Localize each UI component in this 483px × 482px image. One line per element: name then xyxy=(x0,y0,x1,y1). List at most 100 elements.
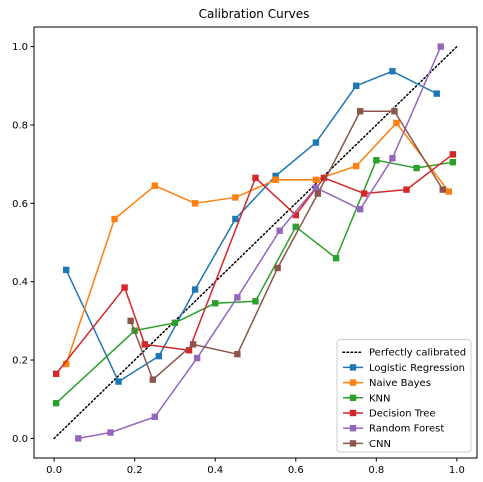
data-point-logistic-regression xyxy=(433,90,440,97)
legend-entry-random-forest: Random Forest xyxy=(343,424,444,435)
legend-entry-cnn: CNN xyxy=(343,439,391,450)
data-point-cnn xyxy=(149,376,157,383)
x-tick-label: 0.8 xyxy=(368,465,384,476)
series-logistic-regression xyxy=(63,68,440,385)
legend: Perfectly calibrated Logistic Regression N… xyxy=(336,339,472,453)
legend-label: CNN xyxy=(369,439,391,450)
series-naive-bayes xyxy=(63,119,453,368)
chart-title: Calibration Curves xyxy=(199,7,310,21)
legend-entry-decision-tree: Decision Tree xyxy=(343,409,436,420)
data-point-logistic-regression xyxy=(352,82,360,89)
data-point-random-forest xyxy=(234,294,241,301)
data-point-logistic-regression xyxy=(191,286,199,293)
data-point-naive-bayes xyxy=(312,176,320,184)
data-point-decision-tree xyxy=(252,174,259,182)
data-point-random-forest xyxy=(437,43,444,50)
series-cnn xyxy=(127,108,446,383)
x-tick-label: 0.0 xyxy=(46,465,62,476)
data-point-decision-tree xyxy=(185,347,193,354)
y-tick-label: 0.4 xyxy=(12,277,28,288)
data-point-logistic-regression xyxy=(63,266,70,274)
y-tick-label: 0.2 xyxy=(12,356,28,367)
data-point-naive-bayes xyxy=(272,176,279,184)
y-tick-label: 0.0 xyxy=(12,434,28,445)
series-line-logistic-regression xyxy=(65,70,438,383)
series-knn xyxy=(52,157,457,407)
data-point-naive-bayes xyxy=(232,194,239,201)
data-point-decision-tree xyxy=(292,211,299,219)
data-point-decision-tree xyxy=(121,284,128,291)
data-point-knn xyxy=(292,223,299,231)
series-line-random-forest xyxy=(78,46,442,440)
data-point-random-forest xyxy=(151,413,159,421)
legend-label: KNN xyxy=(369,393,391,404)
data-point-cnn xyxy=(274,264,281,272)
legend-swatch-marker xyxy=(349,394,357,401)
data-point-naive-bayes xyxy=(445,188,453,195)
legend-entry-knn: KNN xyxy=(343,393,391,404)
data-point-random-forest xyxy=(193,354,201,362)
data-point-knn xyxy=(252,298,259,305)
series-decision-tree xyxy=(52,151,457,377)
legend-label: Random Forest xyxy=(369,424,444,435)
data-point-knn xyxy=(332,254,340,262)
data-point-random-forest xyxy=(276,227,283,234)
data-point-cnn xyxy=(234,350,241,358)
series-random-forest xyxy=(75,43,444,442)
data-point-knn xyxy=(52,399,60,407)
data-point-logistic-regression xyxy=(232,215,239,223)
data-point-naive-bayes xyxy=(191,200,199,207)
x-tick-label: 0.2 xyxy=(127,465,143,476)
legend-box xyxy=(336,339,472,453)
data-point-naive-bayes xyxy=(63,360,70,368)
x-tick-label: 0.6 xyxy=(288,465,304,476)
legend-entry-perfectly-calibrated: Perfectly calibrated xyxy=(342,348,466,359)
y-tick-label: 0.6 xyxy=(12,199,28,210)
axes-layer: 0.0 0.2 0.4 0.6 0.8 1.0 0.0 0.2 0.4 0.6 0.8 1.0 xyxy=(12,26,478,476)
data-point-decision-tree xyxy=(403,186,410,193)
data-point-decision-tree xyxy=(141,341,148,348)
data-point-cnn xyxy=(391,108,398,115)
data-point-naive-bayes xyxy=(393,119,400,127)
data-point-logistic-regression xyxy=(155,352,163,360)
legend-label: Naive Bayes xyxy=(369,378,431,389)
y-tick-label: 0.8 xyxy=(12,120,28,131)
legend-label: Logistic Regression xyxy=(369,363,465,374)
x-tick-label: 1.0 xyxy=(449,465,465,476)
data-point-knn xyxy=(413,164,420,172)
data-point-cnn xyxy=(357,108,364,115)
legend-swatch-marker xyxy=(349,379,357,386)
data-point-decision-tree xyxy=(449,151,457,158)
x-tick-label: 0.4 xyxy=(207,465,223,476)
legend-entry-logistic-regression: Logistic Regression xyxy=(343,363,465,374)
data-point-decision-tree xyxy=(320,174,328,182)
data-point-logistic-regression xyxy=(312,139,320,146)
legend-label: Decision Tree xyxy=(369,409,436,420)
data-point-naive-bayes xyxy=(111,215,118,223)
data-point-knn xyxy=(212,300,219,307)
data-point-logistic-regression xyxy=(389,68,396,75)
series-layer xyxy=(52,43,457,442)
data-point-cnn xyxy=(439,186,446,193)
y-tick-label: 1.0 xyxy=(12,42,28,53)
data-point-knn xyxy=(171,319,179,327)
data-point-logistic-regression xyxy=(272,172,279,180)
data-point-random-forest xyxy=(389,155,396,162)
data-point-random-forest xyxy=(107,429,114,436)
legend-swatch-marker xyxy=(349,364,357,371)
data-point-random-forest xyxy=(357,205,364,213)
plot-frame xyxy=(33,26,478,459)
series-line-knn xyxy=(55,159,453,404)
data-point-cnn xyxy=(127,317,134,325)
data-point-cnn xyxy=(314,190,322,197)
legend-swatch-marker xyxy=(349,409,357,417)
data-point-random-forest xyxy=(75,435,82,442)
data-point-decision-tree xyxy=(52,370,60,377)
data-point-random-forest xyxy=(312,184,320,191)
data-point-naive-bayes xyxy=(151,182,159,189)
data-point-logistic-regression xyxy=(115,378,122,385)
data-point-cnn xyxy=(189,341,197,348)
legend-swatch-marker xyxy=(349,440,357,447)
